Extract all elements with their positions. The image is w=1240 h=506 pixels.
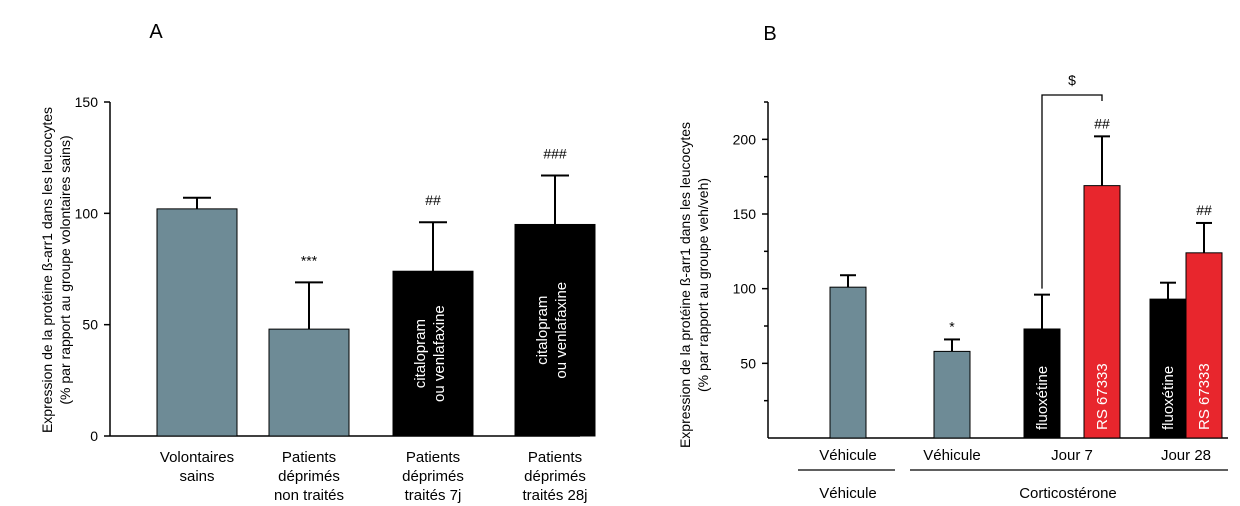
- panel-b-bar: [829, 286, 867, 439]
- panel-b-ylabel-line2: (% par rapport au groupe veh/veh): [695, 178, 711, 392]
- panel-a-ylabel-line1: Expression de la protéine ß-arr1 dans le…: [39, 107, 55, 433]
- panel-b-bar-text: fluoxétine: [1160, 366, 1177, 430]
- panel-b-significance: *: [949, 318, 955, 334]
- panel-a-bar-text: ou venlafaxine: [431, 305, 448, 402]
- panel-b-bar-text: RS 67333: [1196, 363, 1213, 430]
- panel-b-comparison-bracket: [1041, 94, 1103, 289]
- panel-b-bar: [1083, 185, 1121, 439]
- panel-a-category-label: non traités: [274, 487, 344, 504]
- panel-b-ytick-label: 200: [733, 131, 757, 147]
- panel-b-bar: [1149, 298, 1187, 439]
- panel-a-ytick-label: 0: [90, 428, 98, 444]
- panel-b-ytick-label: 150: [733, 206, 757, 222]
- panel-a-significance: ***: [301, 252, 318, 268]
- panel-b-bar-text: RS 67333: [1094, 363, 1111, 430]
- panel-b-group-label: Jour 28: [1161, 447, 1211, 464]
- panel-b-group-label: Jour 7: [1051, 447, 1093, 464]
- panel-b-bar: [1185, 252, 1223, 439]
- panel-a-ylabel: Expression de la protéine ß-arr1 dans le…: [39, 107, 73, 433]
- panel-a-category-label: déprimés: [278, 468, 340, 485]
- panel-a-plot: 0 50 100 150 Volontaires sains *** Patients dépr…: [75, 94, 596, 504]
- panel-b-comparison-label: $: [1068, 72, 1076, 88]
- panel-b-group-label: Véhicule: [923, 447, 981, 464]
- panel-a-bar: [514, 223, 596, 437]
- panel-b-significance: ##: [1094, 115, 1110, 131]
- panel-a-bar-text: citalopram: [534, 296, 551, 365]
- panel-b-ylabel: Expression de la protéine ß-arr1 dans le…: [677, 122, 711, 448]
- panel-a-ytick-label: 150: [75, 94, 99, 110]
- panel-b-bar: [1023, 328, 1061, 439]
- panel-a: A Expression de la protéine ß-arr1 dans …: [39, 21, 596, 504]
- panel-b-bottom-label: Véhicule: [819, 485, 877, 502]
- panel-b-bar: [933, 350, 971, 439]
- panel-a-category-label: déprimés: [402, 468, 464, 485]
- panel-b-ytick-label: 50: [740, 355, 756, 371]
- panel-a-category-label: sains: [179, 468, 214, 485]
- panel-a-bar-text: ou venlafaxine: [553, 282, 570, 379]
- panel-a-category-label: traités 7j: [405, 487, 462, 504]
- panel-a-category-label: déprimés: [524, 468, 586, 485]
- panel-a-bar: [392, 270, 474, 437]
- panel-b-bar-text: fluoxétine: [1034, 366, 1051, 430]
- panel-a-ytick-label: 50: [82, 317, 98, 333]
- panel-b-ytick-label: 100: [733, 281, 757, 297]
- panel-a-label: A: [149, 21, 163, 43]
- panel-a-ytick-label: 100: [75, 205, 99, 221]
- panel-a-category-label: Patients: [282, 449, 336, 466]
- panel-a-ylabel-line2: (% par rapport au groupe volontaires sai…: [57, 135, 73, 404]
- panel-a-category-label: Patients: [528, 449, 582, 466]
- panel-a-bar-text: citalopram: [412, 319, 429, 388]
- panel-a-category-label: Patients: [406, 449, 460, 466]
- panel-b: B Expression de la protéine ß-arr1 dans …: [677, 23, 1228, 502]
- panel-b-ylabel-line1: Expression de la protéine ß-arr1 dans le…: [677, 122, 693, 448]
- panel-b-significance: ##: [1196, 202, 1212, 218]
- panel-b-label: B: [763, 23, 776, 45]
- panel-a-category-label: traités 28j: [522, 487, 587, 504]
- panel-a-category-label: Volontaires: [160, 449, 234, 466]
- panel-a-bar: [156, 208, 238, 437]
- panel-b-group-label: Véhicule: [819, 447, 877, 464]
- panel-b-plot: 50 100 150 200 * fluoxétine ## RS 67333 fluoxéti…: [733, 72, 1228, 502]
- panel-a-significance: ##: [425, 192, 441, 208]
- panel-a-bar: [268, 328, 350, 437]
- panel-a-significance: ###: [543, 145, 567, 161]
- panel-b-bottom-label: Corticostérone: [1019, 485, 1117, 502]
